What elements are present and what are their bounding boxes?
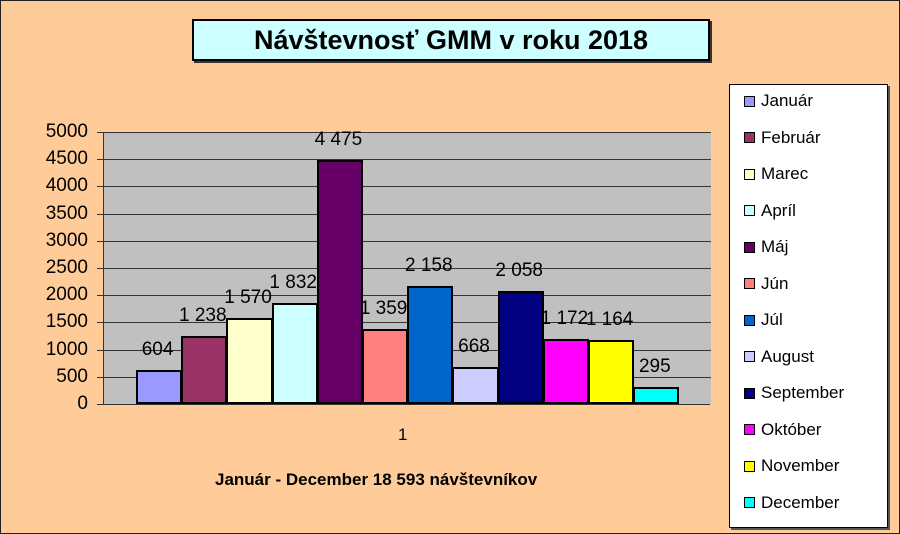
legend-swatch [744, 497, 755, 508]
data-label: 1 172 [540, 308, 589, 330]
bar-december [633, 386, 680, 404]
bar-apríl [271, 303, 318, 404]
x-axis [103, 404, 710, 405]
legend-label: Apríl [761, 200, 796, 220]
y-tick [97, 376, 103, 378]
y-tick-label: 3000 [45, 229, 88, 251]
legend-label: September [761, 383, 845, 402]
legend-item: Marec [744, 164, 808, 184]
legend-item: Júl [744, 310, 783, 330]
y-tick-label: 5000 [45, 121, 88, 142]
data-label: 1 359 [359, 298, 408, 320]
bar-november [588, 339, 635, 404]
legend-swatch [744, 460, 755, 472]
data-label: 1 570 [224, 286, 272, 308]
data-label: 1 238 [179, 304, 227, 326]
data-label: 4 475 [314, 128, 363, 150]
bar-júl [407, 285, 454, 404]
data-label: 668 [458, 335, 490, 357]
data-label: 1 164 [585, 308, 634, 330]
legend-swatch [744, 351, 755, 362]
legend-swatch [744, 387, 755, 399]
y-tick-label: 4500 [45, 148, 88, 170]
legend-item: December [744, 493, 839, 513]
bar-február [181, 335, 228, 404]
legend-label: August [761, 346, 814, 366]
legend-swatch [744, 278, 755, 289]
data-label: 604 [141, 339, 174, 361]
data-label: 295 [638, 355, 671, 377]
legend-item: Jún [744, 274, 788, 294]
plot-area [103, 132, 711, 404]
bar-august [452, 366, 499, 404]
gridline [104, 240, 711, 242]
y-tick [97, 322, 103, 324]
legend-swatch [744, 132, 755, 143]
legend-label: Január [761, 91, 813, 110]
legend-item: September [744, 383, 844, 403]
bar-jún [362, 329, 409, 404]
y-tick [97, 159, 103, 161]
bar-september [497, 291, 544, 404]
y-tick-label: 1000 [45, 338, 88, 360]
gridline [104, 268, 711, 269]
legend-item: Január [744, 91, 813, 111]
y-tick [97, 268, 103, 269]
legend-label: Júl [761, 310, 783, 329]
data-label: 2 058 [495, 260, 543, 282]
legend-label: December [761, 492, 840, 512]
legend-label: November [761, 456, 840, 475]
legend-label: Máj [761, 237, 789, 256]
legend: Január Február Marec Apríl Máj Jún Júl August Se… [729, 84, 888, 528]
y-tick-label: 500 [56, 365, 88, 387]
y-tick-label: 4000 [45, 175, 88, 197]
legend-item: Apríl [744, 201, 796, 221]
y-tick-label: 2000 [45, 284, 88, 306]
legend-label: Marec [761, 164, 809, 183]
y-tick [97, 295, 103, 297]
legend-item: Máj [744, 237, 788, 257]
legend-label: Jún [761, 273, 789, 293]
gridline [104, 159, 711, 161]
bar-marec [226, 317, 273, 404]
bar-január [136, 370, 183, 404]
bar-máj [316, 159, 363, 404]
legend-item: Február [744, 128, 821, 148]
data-label: 2 158 [405, 254, 453, 276]
y-tick [97, 132, 103, 133]
x-category-label: 1 [398, 425, 408, 444]
y-tick [97, 349, 103, 351]
legend-item: Október [744, 420, 821, 440]
y-tick-label: 2500 [45, 257, 88, 278]
y-tick [97, 213, 103, 215]
gridline [104, 132, 711, 133]
legend-item: August [744, 347, 814, 367]
legend-swatch [744, 95, 755, 107]
gridline [104, 186, 711, 188]
legend-swatch [744, 241, 755, 253]
legend-label: Október [761, 419, 822, 439]
y-tick [97, 404, 103, 405]
bar-október [542, 339, 589, 404]
y-tick-label: 1500 [45, 311, 88, 333]
gridline [104, 213, 711, 215]
y-tick [97, 240, 103, 242]
y-tick [97, 186, 103, 188]
x-axis-title: Január - December 18 593 návštevníkov [215, 470, 538, 489]
legend-item: November [744, 456, 839, 476]
y-tick-label: 0 [77, 393, 88, 414]
legend-swatch [744, 168, 755, 180]
chart-title: Návštevnosť GMM v roku 2018 [192, 19, 710, 61]
legend-swatch [744, 205, 755, 216]
data-label: 1 832 [269, 272, 317, 294]
y-tick-label: 3500 [45, 202, 88, 224]
legend-swatch [744, 424, 755, 435]
legend-label: Február [761, 127, 821, 147]
legend-swatch [744, 314, 755, 326]
